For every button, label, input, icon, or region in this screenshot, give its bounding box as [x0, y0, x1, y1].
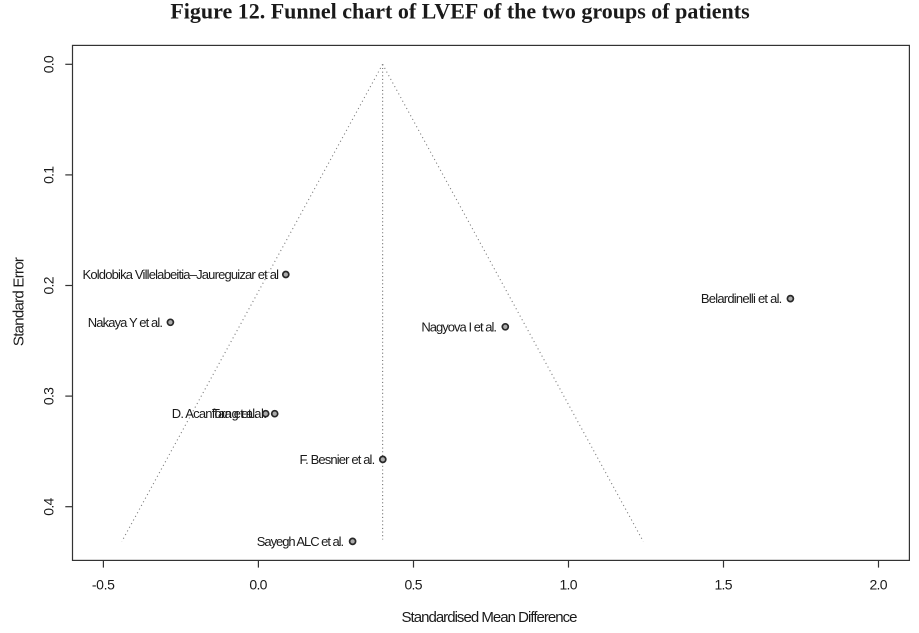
svg-text:1.0: 1.0	[560, 577, 578, 593]
svg-text:Sayegh ALC et al.: Sayegh ALC et al.	[257, 534, 344, 549]
svg-text:D. Acanfora et al.: D. Acanfora et al.	[172, 406, 258, 421]
svg-text:Nakaya Y et al.: Nakaya Y et al.	[88, 315, 163, 330]
svg-text:0.0: 0.0	[41, 55, 57, 73]
svg-text:0.1: 0.1	[41, 166, 57, 184]
svg-text:0.5: 0.5	[405, 577, 423, 593]
svg-text:0.3: 0.3	[41, 387, 57, 405]
svg-text:F. Besnier et al.: F. Besnier et al.	[300, 452, 376, 467]
svg-text:-0.5: -0.5	[92, 577, 115, 593]
svg-text:Figure 12. Funnel chart of LVE: Figure 12. Funnel chart of LVEF of the t…	[170, 0, 750, 24]
svg-text:0.4: 0.4	[41, 497, 57, 515]
svg-text:2.0: 2.0	[870, 577, 888, 593]
svg-text:0.2: 0.2	[41, 276, 57, 294]
svg-text:Nagyova I et al.: Nagyova I et al.	[421, 319, 497, 334]
svg-text:Standardised Mean Difference: Standardised Mean Difference	[402, 609, 578, 626]
svg-text:Belardinelli et al.: Belardinelli et al.	[701, 291, 782, 306]
svg-text:Tang et al.: Tang et al.	[212, 406, 267, 421]
svg-text:Standard Error: Standard Error	[11, 257, 28, 346]
svg-text:0.0: 0.0	[249, 577, 267, 593]
svg-text:Koldobika Villelabeitia–Jaureg: Koldobika Villelabeitia–Jaureguizar et a…	[83, 267, 280, 282]
svg-text:1.5: 1.5	[715, 577, 733, 593]
